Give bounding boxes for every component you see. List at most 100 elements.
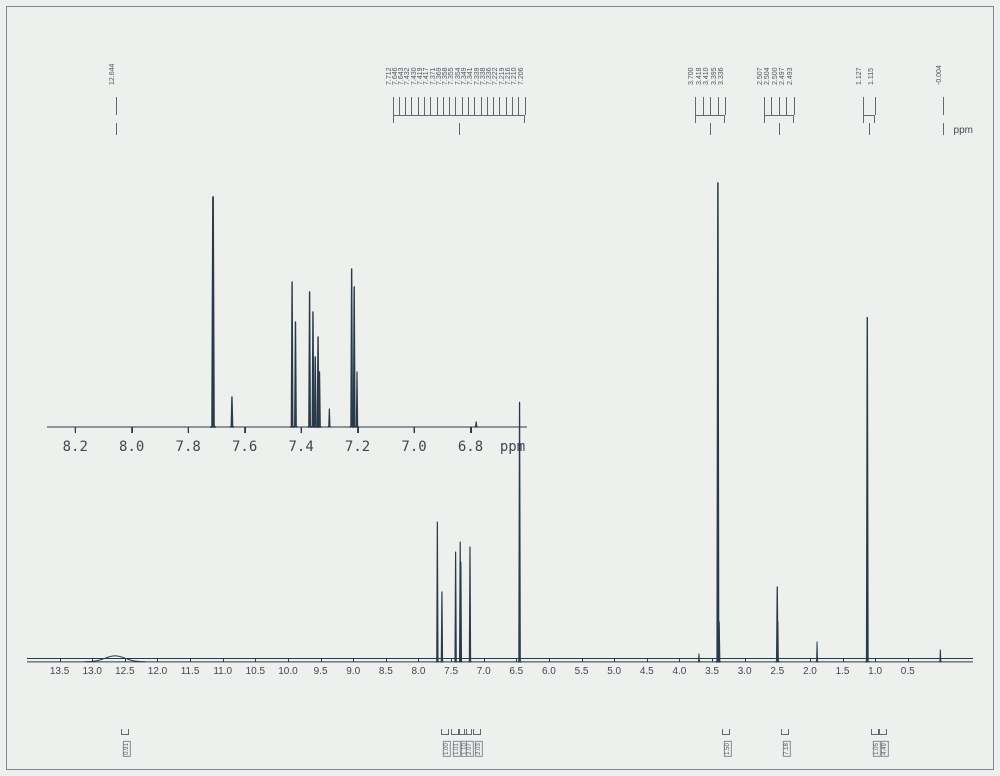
inset-axis-tick: [188, 427, 189, 433]
axis-tick: [549, 658, 550, 662]
axis-tick: [353, 658, 354, 662]
axis-tick-label: 11.0: [213, 666, 232, 677]
peak-label-tick: [449, 97, 450, 115]
peak-label-tick: [506, 97, 507, 115]
inset-axis-tick: [75, 427, 76, 433]
integral-value: 2.03: [475, 741, 483, 757]
peak-value-label: 2.500: [772, 67, 779, 85]
spectrum-peak: [716, 183, 720, 662]
nmr-spectrum-figure: 12.6447.7127.6467.6437.4327.4307.4197.41…: [6, 6, 994, 770]
peak-labels-region: 12.6447.7127.6467.6437.4327.4307.4197.41…: [7, 55, 993, 115]
inset-axis-label: 6.8: [458, 439, 483, 455]
axis-tick: [321, 658, 322, 662]
peak-value-label: 3.336: [718, 67, 725, 85]
axis-tick: [647, 658, 648, 662]
peak-value-label: 7.206: [518, 67, 525, 85]
inset-axis-tick: [358, 427, 359, 433]
integral-bracket: [464, 729, 472, 735]
axis-tick-label: 3.0: [738, 666, 752, 677]
axis-tick: [125, 658, 126, 662]
axis-tick-label: 12.5: [115, 666, 134, 677]
inset-spectrum-svg: [47, 147, 527, 457]
spectrum-peak: [939, 650, 942, 662]
peak-label-tick: [725, 97, 726, 115]
inset-axis-label: 7.2: [345, 439, 370, 455]
peak-value-label: 2.497: [779, 67, 786, 85]
axis-tick-label: 11.5: [181, 666, 200, 677]
spectrum-peak: [468, 547, 472, 662]
inset-axis-tick: [471, 427, 472, 433]
peak-label-tick: [493, 97, 494, 115]
axis-tick: [190, 658, 191, 662]
axis-tick-label: 2.0: [803, 666, 817, 677]
axis-tick-label: 12.0: [148, 666, 167, 677]
peak-label-tick: [393, 97, 394, 115]
inset-axis-label: 7.8: [176, 439, 201, 455]
peak-label-tick: [418, 97, 419, 115]
peak-value-label: -0.004: [936, 65, 943, 85]
integral-value: 7.18: [783, 741, 791, 757]
integral-value: 4.49: [881, 741, 889, 757]
spectrum-peak: [865, 318, 869, 662]
peak-label-tick: [718, 97, 719, 115]
peak-value-label: 1.115: [868, 68, 875, 85]
axis-tick-label: 5.0: [607, 666, 621, 677]
peak-label-tick: [875, 97, 876, 115]
integral-bracket: [781, 729, 789, 735]
peak-label-tick: [703, 97, 704, 115]
axis-tick-label: 3.5: [705, 666, 719, 677]
spectrum-peak: [436, 522, 440, 662]
axis-tick-label: 7.5: [444, 666, 458, 677]
inset-zoom-plot: 8.28.07.87.67.47.27.06.8ppm: [47, 147, 527, 457]
axis-tick: [582, 658, 583, 662]
axis-tick-label: 13.0: [83, 666, 102, 677]
axis-tick-label: 9.0: [346, 666, 360, 677]
axis-tick: [92, 658, 93, 662]
integral-value: 1.00: [443, 741, 451, 757]
axis-tick: [614, 658, 615, 662]
axis-tick-label: 8.5: [379, 666, 393, 677]
axis-tick-label: 8.0: [411, 666, 425, 677]
inset-axis-label: 7.6: [232, 439, 257, 455]
axis-tick: [679, 658, 680, 662]
peak-value-label: 3.700: [688, 67, 695, 85]
peak-label-tick: [779, 97, 780, 115]
inset-peak: [290, 282, 294, 427]
inset-axis-label: 7.4: [288, 439, 313, 455]
axis-tick-label: 10.0: [278, 666, 297, 677]
inset-axis-tick: [132, 427, 133, 433]
axis-tick-label: 6.5: [509, 666, 523, 677]
integral-bracket: [722, 729, 730, 735]
axis-tick-label: 9.5: [314, 666, 328, 677]
peak-label-tick: [411, 97, 412, 115]
main-x-axis: 13.513.012.512.011.511.010.510.09.59.08.…: [27, 658, 973, 659]
inset-peak: [293, 322, 297, 427]
axis-tick: [386, 658, 387, 662]
inset-axis-label: 8.0: [119, 439, 144, 455]
axis-tick: [60, 658, 61, 662]
axis-tick-label: 4.0: [672, 666, 686, 677]
peak-label-tick: [518, 97, 519, 115]
axis-tick: [745, 658, 746, 662]
peak-label-tick: [863, 97, 864, 115]
inset-axis-tick: [414, 427, 415, 433]
peak-label-tick: [405, 97, 406, 115]
axis-tick-label: 13.5: [50, 666, 69, 677]
peak-label-tick: [399, 97, 400, 115]
peak-label-tick: [525, 97, 526, 115]
peak-label-tick: [455, 97, 456, 115]
axis-tick-label: 6.0: [542, 666, 556, 677]
axis-tick-label: 10.5: [246, 666, 265, 677]
main-axis-unit: ppm: [954, 125, 973, 136]
inset-peak: [474, 422, 478, 427]
axis-tick-label: 1.0: [868, 666, 882, 677]
integral-bracket: [451, 729, 459, 735]
spectrum-peak: [440, 592, 444, 662]
inset-peak: [307, 292, 311, 427]
peak-label-tick: [794, 97, 795, 115]
axis-tick-label: 2.5: [770, 666, 784, 677]
inset-axis-tick: [301, 427, 302, 433]
integral-bracket: [121, 729, 129, 735]
axis-tick: [157, 658, 158, 662]
axis-tick: [810, 658, 811, 662]
